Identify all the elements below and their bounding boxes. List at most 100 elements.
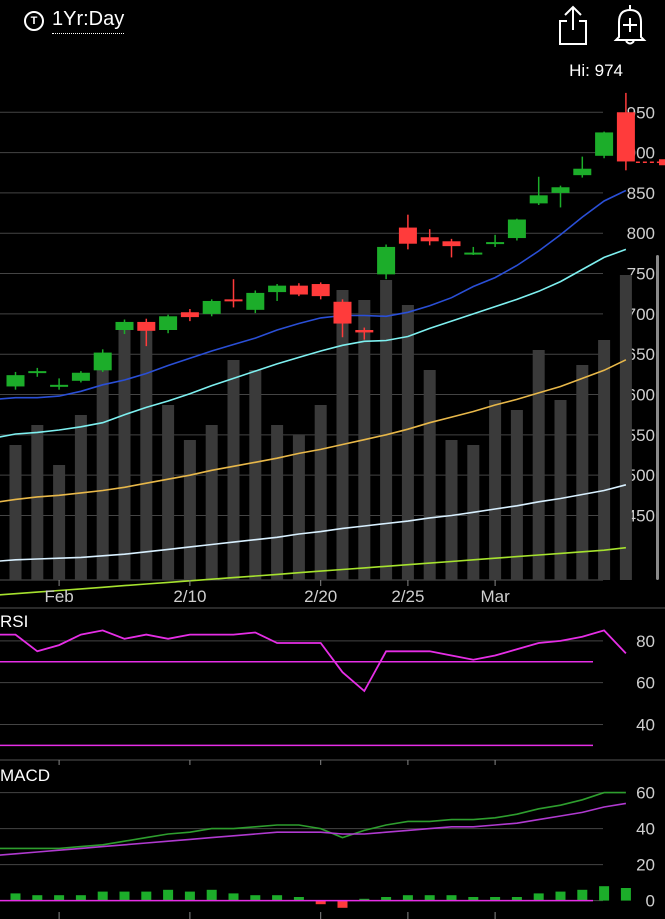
macd-series-line (0, 802, 627, 856)
volume-bar (271, 425, 284, 580)
candle-up[interactable] (28, 371, 47, 374)
macd-panel-title: MACD (0, 766, 50, 785)
candle-down[interactable] (333, 301, 352, 324)
macd-histogram-bar (620, 888, 631, 901)
moving-average-line (0, 484, 627, 562)
macd-tick-label: 20 (636, 856, 655, 875)
last-price-marker (659, 159, 665, 166)
macd-histogram-bar (315, 900, 326, 905)
volume-bar (423, 370, 436, 580)
volume-bar (140, 330, 153, 580)
candle-up[interactable] (551, 187, 570, 193)
candle-down[interactable] (355, 330, 374, 333)
volume-bar (598, 340, 611, 580)
volume-bar (292, 435, 305, 580)
date-axis-label: Mar (480, 587, 510, 606)
volume-bar (162, 405, 175, 580)
price-tick-label: 750 (627, 265, 655, 284)
add-alert-button[interactable] (612, 2, 648, 46)
price-tick-label: 650 (627, 345, 655, 364)
candle-up[interactable] (6, 375, 25, 387)
candle-up[interactable] (268, 285, 287, 293)
volume-bar (336, 290, 349, 580)
candle-down[interactable] (224, 299, 243, 302)
price-tick-label: 850 (627, 184, 655, 203)
volume-bar (619, 275, 632, 580)
rsi-panel-title: RSI (0, 612, 28, 631)
bell-plus-icon (613, 5, 647, 45)
candle-down[interactable] (137, 321, 156, 331)
candle-up[interactable] (486, 242, 505, 245)
scroll-indicator[interactable] (656, 255, 659, 580)
macd-histogram-bar (97, 891, 108, 901)
volume-bar (31, 425, 44, 580)
candle-up[interactable] (202, 300, 221, 314)
candle-up[interactable] (50, 384, 69, 387)
period-label: 1Yr:Day (52, 8, 125, 34)
volume-bar (74, 415, 87, 580)
candle-up[interactable] (93, 352, 112, 371)
moving-average-line (0, 359, 627, 503)
candle-down[interactable] (442, 241, 461, 247)
macd-histogram-bar (228, 893, 239, 901)
candle-down[interactable] (311, 284, 330, 297)
macd-histogram-bar (446, 895, 457, 901)
volume-bar (9, 445, 22, 580)
volume-bar (205, 425, 218, 580)
candle-up[interactable] (71, 372, 90, 381)
macd-histogram-bar (184, 891, 195, 901)
candle-up[interactable] (595, 132, 614, 156)
candle-down[interactable] (398, 227, 417, 244)
candle-down[interactable] (616, 112, 635, 162)
volume-bar (554, 400, 567, 580)
macd-series-line (0, 791, 626, 850)
macd-histogram-bar (75, 895, 86, 901)
macd-histogram-bar (511, 897, 522, 901)
macd-histogram-bar (141, 891, 152, 901)
moving-average-line (0, 189, 627, 400)
macd-histogram-bar (424, 895, 435, 901)
price-tick-label: 600 (627, 386, 655, 405)
moving-average-line (0, 248, 627, 438)
candle-up[interactable] (573, 168, 592, 176)
candle-up[interactable] (529, 195, 548, 204)
candle-up[interactable] (115, 321, 134, 330)
candle-down[interactable] (180, 312, 199, 318)
macd-histogram-bar (32, 895, 43, 901)
candle-up[interactable] (377, 246, 396, 275)
candle-up[interactable] (159, 316, 178, 330)
macd-histogram-bar (163, 889, 174, 901)
price-tick-label: 550 (627, 426, 655, 445)
macd-histogram-bar (272, 895, 283, 901)
macd-tick-label: 60 (636, 784, 655, 803)
volume-bar (183, 440, 196, 580)
macd-histogram-bar (402, 895, 413, 901)
candle-down[interactable] (420, 237, 439, 242)
rsi-line (0, 629, 627, 693)
rsi-tick-label: 80 (636, 632, 655, 651)
share-button[interactable] (556, 4, 590, 46)
macd-histogram-bar (250, 895, 261, 901)
volume-bar (249, 370, 262, 580)
macd-histogram-bar (577, 889, 588, 901)
period-selector-button[interactable]: T 1Yr:Day (24, 8, 125, 34)
share-icon (559, 5, 587, 45)
macd-histogram-bar (490, 897, 501, 901)
macd-histogram-bar (337, 900, 348, 908)
candle-up[interactable] (464, 252, 483, 255)
candle-up[interactable] (246, 292, 265, 310)
macd-histogram-bar (555, 891, 566, 901)
volume-bar (227, 360, 240, 580)
candle-up[interactable] (507, 219, 526, 239)
volume-bar (314, 405, 327, 580)
chart-header: T 1Yr:Day Hi: 974 (0, 0, 665, 80)
candle-down[interactable] (289, 285, 308, 295)
macd-histogram-bar (119, 891, 130, 901)
rsi-tick-label: 60 (636, 674, 655, 693)
macd-tick-label: 0 (646, 892, 655, 911)
volume-bar (489, 400, 502, 580)
macd-histogram-bar (293, 897, 304, 901)
macd-tick-label: 40 (636, 820, 655, 839)
macd-histogram-bar (206, 889, 217, 901)
